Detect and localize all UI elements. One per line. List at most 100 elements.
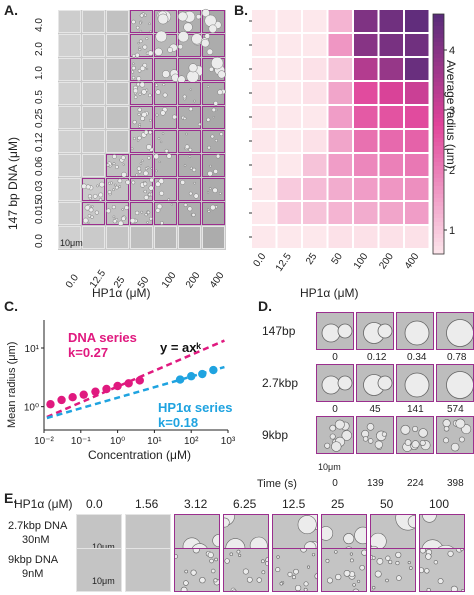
micrograph-cell — [200, 33, 225, 57]
micrograph-cell — [130, 34, 154, 58]
droplet — [117, 178, 123, 184]
scatter-point — [91, 387, 100, 396]
droplet — [446, 319, 473, 347]
droplet-texture — [201, 8, 222, 34]
micrograph-cell — [154, 226, 177, 249]
micrograph-cell — [82, 82, 105, 105]
timelapse-frame — [396, 364, 434, 402]
colorbar-segment — [433, 18, 444, 23]
droplet — [90, 215, 94, 219]
droplet — [321, 375, 341, 395]
colorbar-segment — [433, 250, 444, 255]
droplet — [121, 208, 124, 211]
droplet — [322, 526, 334, 541]
droplet — [193, 181, 196, 185]
droplet — [306, 565, 311, 569]
droplet — [206, 48, 214, 55]
droplet — [442, 419, 451, 428]
micrograph-cell — [130, 58, 153, 81]
droplet — [189, 88, 192, 91]
colorbar-segment — [433, 210, 444, 215]
droplet — [155, 30, 168, 43]
heatmap-cell — [379, 10, 403, 32]
droplet-texture — [224, 549, 268, 591]
colorbar-segment — [433, 218, 444, 223]
droplet — [329, 424, 336, 432]
colorbar-segment — [433, 134, 444, 139]
droplet — [183, 580, 189, 586]
droplet — [207, 170, 213, 177]
droplet-texture — [324, 419, 352, 452]
droplet — [112, 219, 117, 224]
micrograph-cell — [81, 178, 105, 202]
droplet-texture — [207, 204, 218, 213]
droplet — [131, 75, 136, 80]
colorbar-tick-label: 2 — [449, 165, 455, 177]
timelapse-row-label: 9kbp — [262, 428, 289, 442]
heatmap-cell — [303, 202, 327, 224]
heatmap-cell — [252, 106, 276, 128]
droplet — [433, 560, 438, 565]
colorbar-segment — [433, 186, 444, 191]
heatmap-cell — [252, 154, 276, 176]
micrograph-cell — [58, 34, 81, 57]
droplet-texture — [363, 322, 393, 344]
droplet — [154, 169, 158, 173]
scatter-point — [68, 392, 77, 402]
heatmap-cell — [303, 130, 327, 152]
droplet — [326, 577, 333, 584]
droplet — [137, 42, 140, 45]
scatter-x-tick-label: 10⁻² — [34, 436, 54, 447]
droplet — [212, 534, 219, 548]
droplet — [138, 21, 142, 25]
droplet-texture — [162, 69, 180, 82]
droplet — [161, 132, 165, 135]
timelapse-time-label: 224 — [407, 478, 424, 489]
droplet — [377, 323, 393, 339]
droplet — [229, 552, 233, 556]
droplet — [366, 423, 375, 431]
droplet — [412, 426, 419, 432]
timelapse-frame — [436, 364, 474, 402]
droplet — [329, 433, 336, 440]
time-axis-label: Time (s) — [257, 478, 297, 490]
panel-e-concentration: 12.5 — [282, 497, 306, 511]
droplet — [146, 144, 152, 150]
panel-e-micrograph — [419, 548, 465, 592]
droplet — [121, 216, 126, 222]
droplet — [443, 426, 450, 432]
colorbar-segment — [433, 126, 444, 131]
droplet — [279, 581, 284, 586]
droplet — [447, 550, 454, 557]
grid-a-scalebar-label: 10μm — [60, 238, 83, 248]
colorbar-segment — [433, 226, 444, 231]
droplet — [334, 550, 338, 554]
timelapse-time-label: 139 — [367, 478, 384, 489]
droplet — [275, 567, 281, 573]
colorbar-segment — [433, 26, 444, 31]
colorbar-segment — [433, 190, 444, 195]
droplet-texture — [363, 374, 393, 396]
droplet — [231, 589, 237, 591]
heatmap-cell — [354, 58, 378, 80]
colorbar-segment — [433, 162, 444, 167]
droplet — [238, 553, 242, 557]
droplet — [224, 517, 230, 528]
colorbar-segment — [433, 234, 444, 239]
micrograph-cell — [178, 154, 201, 177]
micrograph-cell — [106, 154, 129, 178]
heatmap-cell — [379, 202, 403, 224]
timelapse-frame — [316, 364, 354, 402]
heatmap-cell — [405, 202, 429, 224]
colorbar-tick-label: 1 — [449, 225, 455, 237]
timelapse-scalebar-label: 10μm — [318, 462, 341, 472]
micrograph-cell — [106, 82, 129, 105]
droplet — [425, 553, 432, 560]
droplet — [135, 173, 139, 177]
droplet — [96, 184, 99, 188]
droplet — [85, 184, 91, 190]
droplet-texture — [175, 549, 219, 591]
timelapse-frame — [356, 416, 394, 454]
droplet — [139, 162, 143, 165]
timelapse-time-label: 0 — [332, 478, 338, 489]
